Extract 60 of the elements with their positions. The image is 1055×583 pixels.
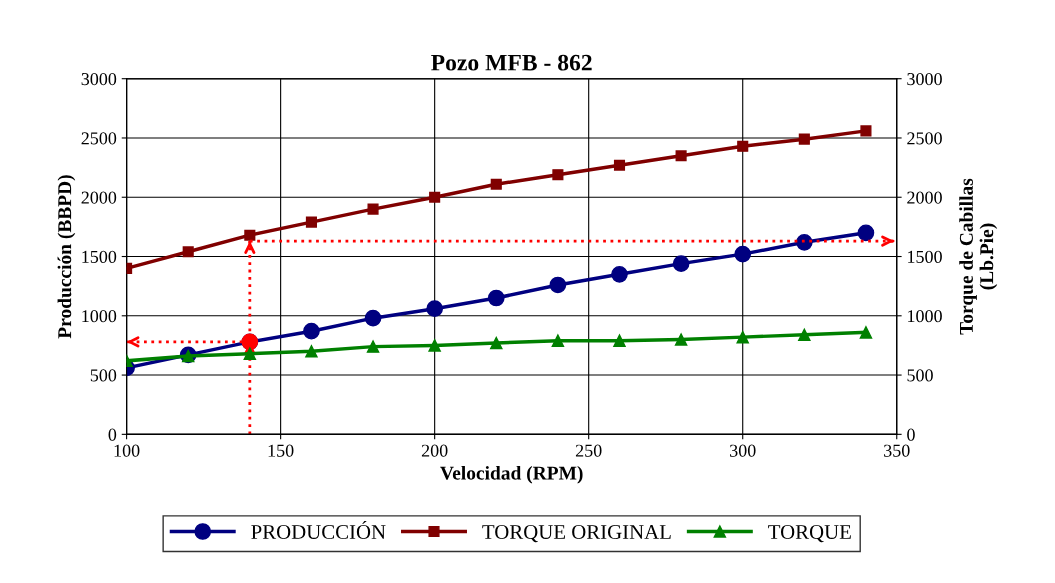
x-tick-label: 250 (575, 444, 602, 457)
x-tick-label: 100 (114, 444, 140, 457)
y-tick-label: 1000 (82, 310, 117, 323)
point (244, 229, 256, 241)
point (303, 322, 320, 340)
point (366, 340, 380, 353)
point (487, 289, 505, 307)
point (551, 334, 565, 347)
y2-tick-label: 3000 (907, 72, 942, 86)
legend-label: TORQUE (768, 525, 851, 543)
point (549, 276, 567, 294)
point (798, 133, 810, 145)
y2-tick-label: 2500 (907, 132, 942, 145)
y-tick-label: 500 (90, 369, 117, 382)
y-tick-label: 1500 (82, 250, 117, 263)
point (613, 334, 626, 347)
y2-tick-label: 2000 (907, 191, 942, 204)
point (857, 224, 875, 242)
point (490, 336, 503, 350)
x-axis-title: Velocidad (RPM) (440, 465, 583, 484)
point (737, 140, 749, 152)
point (243, 347, 257, 360)
point (675, 150, 687, 162)
point (552, 169, 564, 181)
x-tick-label: 150 (268, 444, 294, 457)
point (860, 125, 872, 137)
y2-tick-label: 1000 (908, 310, 942, 323)
x-tick-label: 300 (730, 444, 756, 457)
point (364, 309, 382, 327)
y-tick-label: 0 (108, 428, 117, 441)
legend-label: TORQUE ORIGINAL (482, 525, 671, 543)
y-tick-label: 2500 (81, 132, 117, 145)
point (672, 255, 690, 272)
y-axis-title: Producción (BBPD) (57, 175, 76, 339)
point (367, 203, 379, 215)
y2-tick-label: 1500 (908, 250, 942, 263)
point (490, 178, 502, 190)
point (305, 345, 318, 358)
y-tick-label: 3000 (81, 72, 117, 86)
legend-label: PRODUCCIÓN (251, 520, 386, 539)
chart-title: Pozo MFB - 862 (431, 54, 592, 71)
point (429, 191, 441, 203)
point (736, 330, 749, 344)
point (859, 326, 873, 339)
y2-tick-label: 500 (907, 369, 933, 382)
point (426, 300, 443, 318)
point (734, 245, 752, 263)
point (795, 233, 813, 251)
y2-axis-title: Torque de Cabillas (Lb.Pie) (959, 178, 998, 335)
x-tick-label: 200 (421, 444, 448, 457)
point (305, 216, 317, 228)
x-tick-label: 350 (884, 444, 910, 457)
y-tick-label: 2000 (81, 191, 117, 204)
point (428, 339, 441, 352)
y2-tick-label: 0 (907, 428, 915, 441)
point (611, 265, 628, 283)
point (798, 328, 811, 342)
point (674, 333, 688, 346)
point (613, 159, 626, 171)
point (182, 246, 194, 258)
